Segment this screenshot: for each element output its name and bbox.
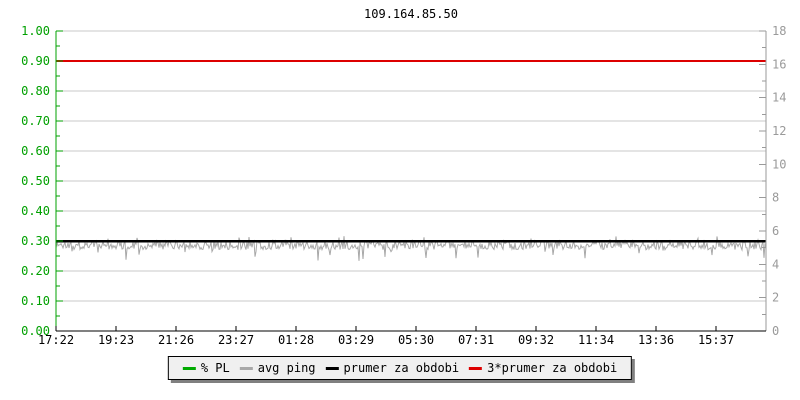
right-axis-tick-label: 4 xyxy=(772,257,779,271)
right-axis-tick-label: 12 xyxy=(772,124,786,138)
right-axis-tick-label: 10 xyxy=(772,157,786,171)
chart-legend: % PL avg ping prumer za obdobi 3*prumer za … xyxy=(167,356,633,380)
x-axis-tick-label: 11:34 xyxy=(578,333,614,347)
legend-label: 3*prumer za obdobi xyxy=(487,361,618,375)
x-axis-tick-label: 03:29 xyxy=(338,333,374,347)
legend-swatch-icon xyxy=(469,366,483,370)
x-axis-tick-label: 15:37 xyxy=(698,333,734,347)
left-axis-tick-label: 0.00 xyxy=(21,324,50,338)
right-axis-tick-label: 14 xyxy=(772,91,786,105)
legend-label: prumer za obdobi xyxy=(343,361,460,375)
legend-swatch-icon xyxy=(239,366,253,370)
legend-swatch-icon xyxy=(325,366,339,370)
left-axis-tick-label: 0.50 xyxy=(21,174,50,188)
left-axis-tick-label: 0.90 xyxy=(21,54,50,68)
legend-swatch-icon xyxy=(182,366,196,370)
x-axis-tick-label: 17:22 xyxy=(38,333,74,347)
x-axis-tick-label: 01:28 xyxy=(278,333,314,347)
legend-item: avg ping xyxy=(239,361,316,375)
ping-chart: 1.00 0.90 0.80 0.70 0.60 0.50 0.40 0.30 0.20 0.10… xyxy=(21,24,786,347)
legend-label: % PL xyxy=(200,361,230,375)
left-axis-tick-label: 0.60 xyxy=(21,144,50,158)
x-axis-tick-label: 13:36 xyxy=(638,333,674,347)
x-axis-tick-label: 05:30 xyxy=(398,333,434,347)
legend-item: prumer za obdobi xyxy=(325,361,460,375)
right-axis-tick-label: 8 xyxy=(772,191,779,205)
x-axis-tick-label: 09:32 xyxy=(518,333,554,347)
left-axis-tick-label: 0.20 xyxy=(21,264,50,278)
x-axis-tick-label: 19:23 xyxy=(98,333,134,347)
right-axis-tick-label: 6 xyxy=(772,224,779,238)
left-axis-tick-label: 0.80 xyxy=(21,84,50,98)
left-axis-tick-label: 1.00 xyxy=(21,24,50,38)
left-axis-tick-label: 0.10 xyxy=(21,294,50,308)
right-axis-tick-label: 18 xyxy=(772,24,786,38)
legend-item: 3*prumer za obdobi xyxy=(469,361,617,375)
x-axis-tick-label: 07:31 xyxy=(458,333,494,347)
left-axis-tick-label: 0.30 xyxy=(21,234,50,248)
page-title: 109.164.85.50 xyxy=(364,7,458,21)
legend-label: avg ping xyxy=(257,361,316,375)
left-axis-tick-label: 0.70 xyxy=(21,114,50,128)
legend-item: % PL xyxy=(182,361,230,375)
right-axis-tick-label: 0 xyxy=(772,324,779,338)
x-axis-tick-label: 23:27 xyxy=(218,333,254,347)
x-axis-tick-label: 21:26 xyxy=(158,333,194,347)
right-axis-tick-label: 2 xyxy=(772,291,779,305)
right-axis-tick-label: 16 xyxy=(772,57,786,71)
avg-ping-line xyxy=(55,236,767,261)
left-axis-tick-label: 0.40 xyxy=(21,204,50,218)
